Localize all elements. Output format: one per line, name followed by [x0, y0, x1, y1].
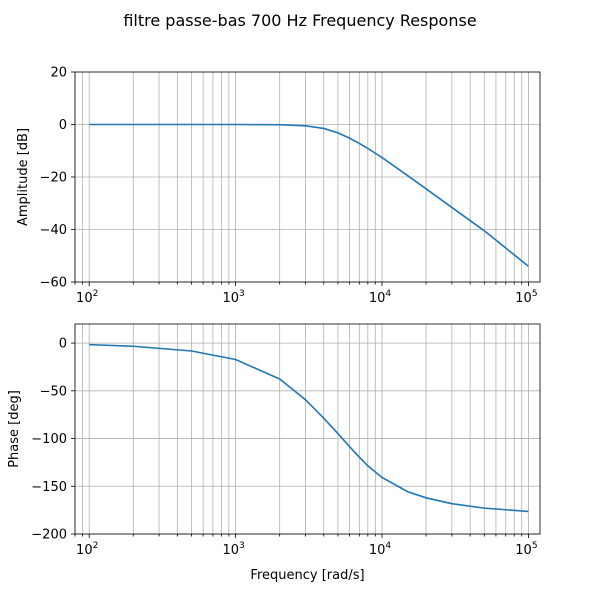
- amplitude-response-line: [89, 123, 529, 267]
- x-tick-label: 105: [515, 289, 537, 306]
- y-tick-label: −150: [31, 480, 67, 495]
- x-tick-base: 10: [222, 543, 239, 558]
- x-tick-exponent: 4: [385, 541, 391, 551]
- y-axis-label: Phase [deg]: [7, 390, 22, 468]
- x-tick-label: 103: [222, 289, 244, 306]
- grid-lines: [74, 71, 540, 283]
- grid-lines: [74, 324, 540, 535]
- x-tick-exponent: 2: [93, 289, 99, 299]
- x-tick-base: 10: [515, 543, 532, 558]
- x-axis-ticks: [74, 282, 529, 286]
- x-tick-base: 10: [76, 291, 93, 306]
- x-tick-label: 102: [76, 541, 98, 558]
- x-tick-exponent: 3: [239, 541, 245, 551]
- y-axis-label: Amplitude [dB]: [16, 128, 31, 226]
- x-tick-base: 10: [369, 543, 386, 558]
- x-tick-base: 10: [222, 291, 239, 306]
- x-tick-exponent: 4: [385, 289, 391, 299]
- figure-title: filtre passe-bas 700 Hz Frequency Respon…: [123, 11, 476, 30]
- y-tick-label: −40: [40, 223, 67, 238]
- y-tick-label: −20: [40, 171, 67, 186]
- x-tick-exponent: 2: [93, 541, 99, 551]
- y-tick-label: −100: [31, 432, 67, 447]
- phase-response-line: [89, 343, 529, 513]
- y-tick-label: −50: [40, 384, 67, 399]
- x-axis-label: Frequency [rad/s]: [250, 568, 364, 583]
- x-tick-exponent: 3: [239, 289, 245, 299]
- x-tick-label: 104: [369, 289, 392, 306]
- x-tick-label: 103: [222, 541, 244, 558]
- x-tick-exponent: 5: [532, 541, 538, 551]
- y-tick-label: 0: [59, 337, 67, 352]
- x-tick-base: 10: [76, 543, 93, 558]
- x-tick-label: 104: [369, 541, 392, 558]
- x-tick-base: 10: [369, 291, 386, 306]
- y-tick-label: 0: [59, 118, 67, 133]
- y-tick-label: 20: [50, 66, 67, 81]
- x-tick-label: 105: [515, 541, 537, 558]
- x-tick-base: 10: [515, 291, 532, 306]
- x-tick-label: 102: [76, 289, 98, 306]
- plot-frame: [74, 323, 541, 535]
- y-tick-label: −60: [40, 276, 67, 291]
- x-axis-ticks: [74, 534, 529, 538]
- y-tick-label: −200: [31, 528, 67, 543]
- x-tick-exponent: 5: [532, 289, 538, 299]
